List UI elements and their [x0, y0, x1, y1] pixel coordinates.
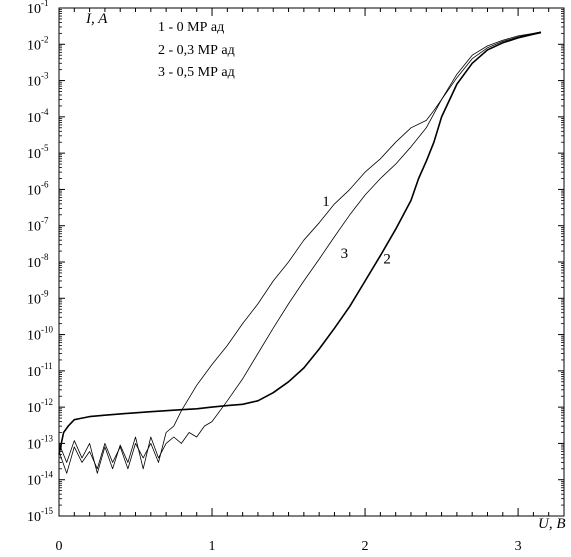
- y-tick-exponent: -4: [41, 107, 49, 117]
- x-axis-title: U, B: [538, 516, 566, 532]
- y-tick-exponent: -12: [41, 397, 53, 407]
- curve-labels: 1 2 3: [322, 194, 391, 268]
- axis-ticks: [58, 7, 565, 517]
- series-lines: [58, 31, 542, 474]
- y-tick-exponent: -15: [41, 506, 53, 516]
- x-axis-tick-labels: 0 1 2 3: [56, 539, 522, 554]
- y-tick-label: 10: [27, 220, 41, 235]
- y-tick-exponent: -3: [41, 71, 49, 81]
- y-axis-tick-labels: 10 -110 -210 -310 -410 -510 -610 -710 -810 -910 -1…: [27, 0, 53, 525]
- x-tick-label: 3: [515, 539, 522, 554]
- legend: 1 - 0 МР ад 2 - 0,3 МР ад 3 - 0,5 МР ад: [158, 20, 235, 80]
- curve-label-3: 3: [341, 246, 349, 262]
- y-tick-label: 10: [27, 365, 41, 380]
- y-tick-label: 10: [27, 329, 41, 344]
- series-1-line: [58, 31, 542, 474]
- legend-entry-1: 1 - 0 МР ад: [158, 20, 224, 35]
- y-tick-label: 10: [27, 510, 41, 525]
- y-tick-label: 10: [27, 2, 41, 17]
- x-tick-label: 2: [362, 539, 369, 554]
- y-tick-label: 10: [27, 183, 41, 198]
- series-3-line: [58, 31, 542, 474]
- y-tick-exponent: -5: [41, 143, 49, 153]
- curve-label-2: 2: [383, 252, 391, 268]
- y-tick-label: 10: [27, 474, 41, 489]
- legend-entry-3: 3 - 0,5 МР ад: [158, 65, 235, 80]
- y-tick-exponent: -7: [41, 216, 49, 226]
- y-tick-label: 10: [27, 75, 41, 90]
- y-tick-exponent: -8: [41, 252, 49, 262]
- y-tick-label: 10: [27, 256, 41, 271]
- x-tick-label: 0: [56, 539, 63, 554]
- y-tick-exponent: -10: [41, 325, 53, 335]
- y-tick-exponent: -1: [41, 0, 49, 8]
- y-tick-exponent: -9: [41, 288, 49, 298]
- y-tick-exponent: -11: [41, 361, 53, 371]
- x-tick-label: 1: [209, 539, 216, 554]
- y-tick-exponent: -14: [41, 470, 53, 480]
- y-tick-exponent: -13: [41, 433, 53, 443]
- y-tick-exponent: -6: [41, 179, 49, 189]
- curve-label-1: 1: [322, 194, 330, 210]
- y-tick-label: 10: [27, 111, 41, 126]
- y-tick-label: 10: [27, 437, 41, 452]
- series-2-line: [58, 31, 542, 455]
- y-tick-label: 10: [27, 401, 41, 416]
- y-axis-title: I, A: [85, 11, 108, 27]
- y-tick-label: 10: [27, 147, 41, 162]
- legend-entry-2: 2 - 0,3 МР ад: [158, 43, 235, 58]
- y-tick-label: 10: [27, 38, 41, 53]
- y-tick-label: 10: [27, 292, 41, 307]
- y-tick-exponent: -2: [41, 34, 49, 44]
